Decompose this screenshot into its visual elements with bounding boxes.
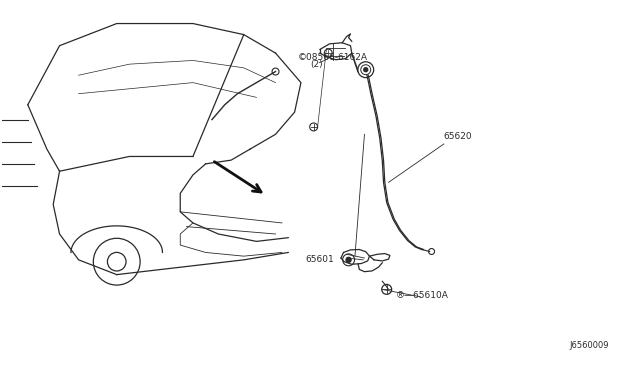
Text: 65601: 65601 (305, 255, 334, 264)
Circle shape (364, 68, 368, 72)
Text: ©08566-6162A: ©08566-6162A (298, 53, 368, 62)
Text: (2): (2) (310, 60, 323, 69)
Text: J6560009: J6560009 (570, 341, 609, 350)
Circle shape (346, 257, 351, 262)
Text: ®—65610A: ®—65610A (396, 291, 449, 300)
Text: 65620: 65620 (444, 132, 472, 141)
